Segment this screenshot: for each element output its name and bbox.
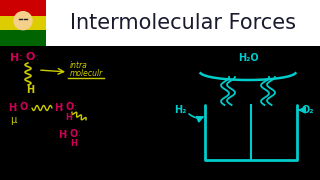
FancyBboxPatch shape xyxy=(0,23,46,46)
Text: ..: .. xyxy=(26,49,30,55)
Text: :: : xyxy=(74,102,77,111)
Text: ..: .. xyxy=(70,125,74,130)
Text: :: : xyxy=(28,102,31,111)
Text: :: : xyxy=(19,52,22,62)
FancyBboxPatch shape xyxy=(0,0,46,23)
Text: H₂O: H₂O xyxy=(238,53,258,63)
Text: O: O xyxy=(26,52,36,62)
Text: μ: μ xyxy=(10,115,16,125)
Text: moleculr: moleculr xyxy=(70,69,103,78)
Text: :: : xyxy=(78,129,81,138)
Text: H: H xyxy=(54,103,62,113)
Text: :: : xyxy=(15,102,18,111)
Text: :: : xyxy=(65,129,68,138)
Text: Intermolecular Forces: Intermolecular Forces xyxy=(70,13,296,33)
Text: :: : xyxy=(61,102,64,111)
Text: H: H xyxy=(8,103,16,113)
FancyBboxPatch shape xyxy=(0,0,320,46)
Text: O: O xyxy=(70,129,78,139)
Text: intra: intra xyxy=(70,60,88,69)
Circle shape xyxy=(14,12,32,30)
Text: H: H xyxy=(65,112,72,122)
Text: O: O xyxy=(66,102,74,112)
Polygon shape xyxy=(0,16,46,30)
Text: H: H xyxy=(58,130,66,140)
Text: H: H xyxy=(70,140,77,148)
Text: ..: .. xyxy=(66,98,70,104)
Text: H: H xyxy=(10,53,19,63)
Text: H₂: H₂ xyxy=(174,105,186,115)
Text: ..: .. xyxy=(20,98,24,104)
Text: O: O xyxy=(20,102,28,112)
Text: H: H xyxy=(26,85,34,95)
Text: :: : xyxy=(36,53,39,62)
Text: O₂: O₂ xyxy=(302,105,314,115)
